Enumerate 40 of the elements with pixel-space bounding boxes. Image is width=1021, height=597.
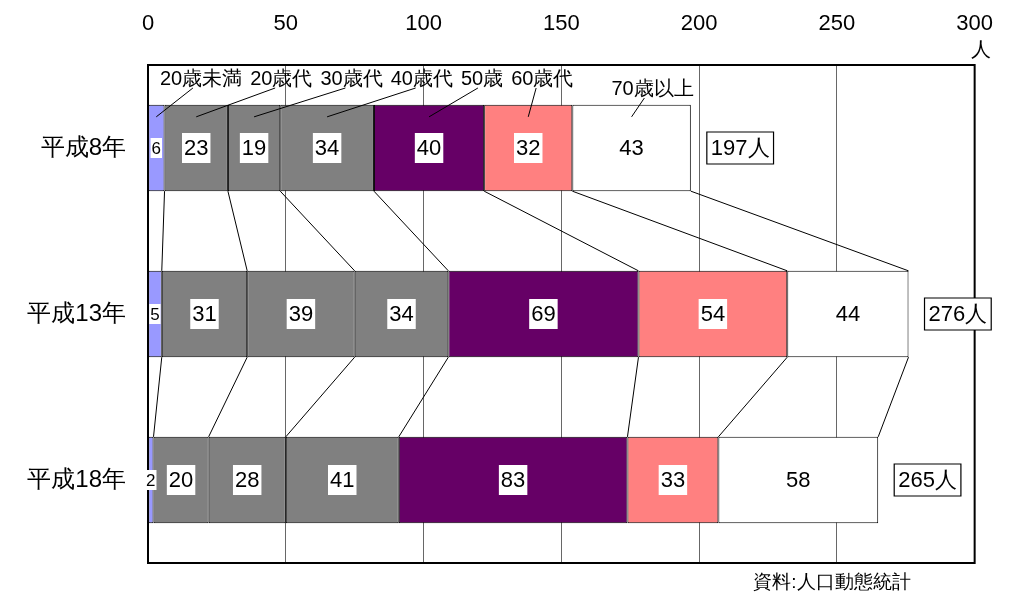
total-label: 197人 [710, 135, 770, 161]
series-label: 70歳以上 [611, 77, 694, 99]
y-tick-label: 平成18年 [27, 464, 126, 492]
data-label: 5 [150, 304, 160, 324]
data-label: 43 [619, 135, 644, 161]
data-label: 23 [183, 135, 209, 161]
data-label: 20 [168, 467, 194, 493]
x-tick-label: 50 [273, 9, 299, 35]
data-label: 83 [500, 467, 526, 493]
data-label: 40 [416, 135, 442, 161]
text: 30歳代 [320, 67, 383, 89]
x-tick-label: 200 [680, 9, 718, 35]
x-tick-label: 300 [956, 9, 994, 35]
data-label: 34 [314, 135, 340, 161]
data-label: 31 [192, 301, 217, 327]
data-label: 39 [288, 301, 314, 327]
total-label: 276人 [928, 301, 988, 327]
data-label: 6 [151, 138, 161, 158]
data-label: 54 [700, 301, 726, 327]
data-label: 34 [389, 301, 414, 327]
series-label: 50歳 [460, 67, 504, 89]
x-tick-label: 150 [542, 9, 580, 35]
y-tick-label: 平成8年 [40, 132, 126, 160]
data-label: 32 [516, 135, 541, 161]
x-tick-label: 0 [141, 9, 155, 35]
series-label: 20歳未満 [160, 67, 243, 89]
data-label: 2 [146, 470, 156, 490]
data-label: 69 [531, 301, 556, 327]
text: 資料:人口動態統計 [753, 571, 911, 593]
data-label: 19 [241, 135, 267, 161]
x-axis-title: 人 [970, 37, 991, 60]
data-label: 41 [330, 467, 355, 493]
data-label: 58 [786, 467, 811, 493]
y-tick-label: 平成13年 [27, 298, 126, 326]
total-label: 265人 [898, 467, 957, 493]
data-label: 33 [660, 467, 686, 493]
data-label: 44 [835, 301, 861, 327]
x-tick-label: 250 [818, 9, 856, 35]
data-label: 28 [234, 467, 260, 493]
x-tick-label: 100 [405, 9, 442, 35]
